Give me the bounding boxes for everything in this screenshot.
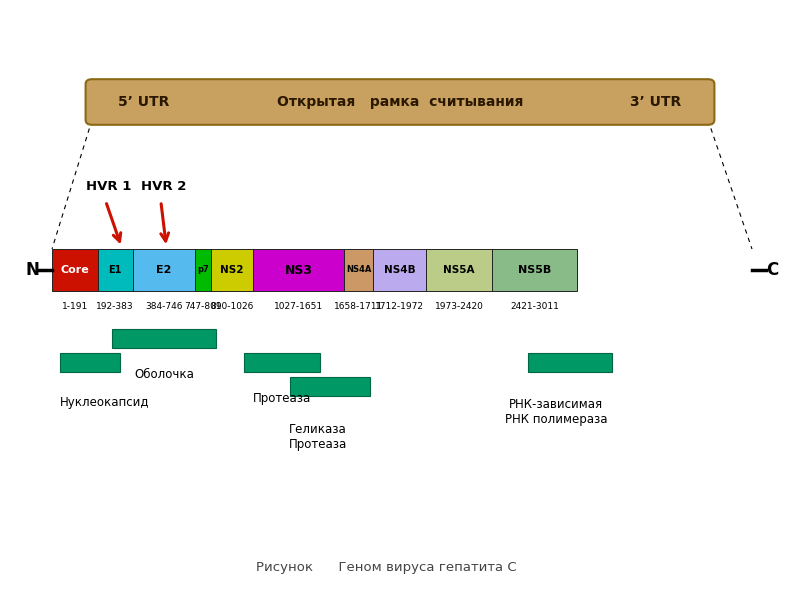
Text: РНК-зависимая
РНК полимераза: РНК-зависимая РНК полимераза (505, 398, 607, 426)
Text: Геликаза
Протеаза: Геликаза Протеаза (289, 423, 346, 451)
Text: 1-191: 1-191 (62, 302, 88, 311)
Text: 810-1026: 810-1026 (210, 302, 254, 311)
Bar (528, 353, 612, 372)
Text: p7: p7 (198, 265, 209, 275)
Text: NS4A: NS4A (346, 265, 371, 275)
Bar (211, 249, 253, 291)
Text: 384-746: 384-746 (146, 302, 182, 311)
Text: NS4B: NS4B (384, 265, 415, 275)
Text: HVR 2: HVR 2 (141, 180, 186, 193)
Text: N: N (25, 261, 39, 279)
Text: 1027-1651: 1027-1651 (274, 302, 323, 311)
Text: Протеаза: Протеаза (253, 392, 310, 405)
Text: 747-809: 747-809 (184, 302, 222, 311)
Text: C: C (766, 261, 778, 279)
Text: NS3: NS3 (285, 263, 312, 277)
Text: Рисунок      Геном вируса гепатита С: Рисунок Геном вируса гепатита С (256, 560, 517, 574)
Text: Core: Core (60, 265, 89, 275)
Bar (426, 249, 492, 291)
Bar (290, 377, 370, 396)
Bar (244, 353, 320, 372)
Text: Открытая   рамка  считывания: Открытая рамка считывания (277, 95, 523, 109)
Text: NS2: NS2 (220, 265, 244, 275)
Text: E2: E2 (156, 265, 172, 275)
Text: 5’ UTR: 5’ UTR (118, 95, 170, 109)
Bar (98, 249, 133, 291)
Bar (112, 329, 216, 348)
Text: E1: E1 (108, 265, 122, 275)
Text: Оболочка: Оболочка (134, 368, 194, 381)
Text: NS5A: NS5A (443, 265, 475, 275)
FancyBboxPatch shape (86, 79, 714, 125)
Text: Нуклеокапсид: Нуклеокапсид (60, 396, 150, 409)
Bar (344, 249, 374, 291)
Text: 1973-2420: 1973-2420 (434, 302, 483, 311)
Text: 3’ UTR: 3’ UTR (630, 95, 682, 109)
Text: HVR 1: HVR 1 (86, 180, 131, 193)
Text: 1712-1972: 1712-1972 (375, 302, 424, 311)
Bar (60, 353, 120, 372)
Bar (374, 249, 426, 291)
Text: NS5B: NS5B (518, 265, 551, 275)
Bar (492, 249, 577, 291)
Text: 2421-3011: 2421-3011 (510, 302, 559, 311)
Bar (195, 249, 211, 291)
Bar (253, 249, 344, 291)
Text: 1658-1711: 1658-1711 (334, 302, 383, 311)
Text: 192-383: 192-383 (96, 302, 134, 311)
Bar (52, 249, 98, 291)
Bar (133, 249, 195, 291)
